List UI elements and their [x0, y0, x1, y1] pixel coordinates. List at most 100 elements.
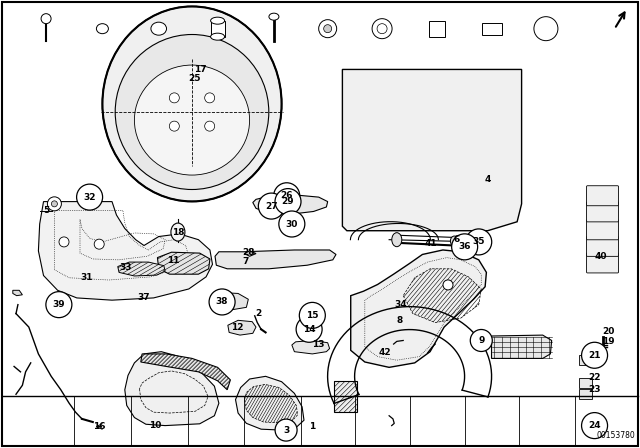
Text: 38: 38 — [216, 297, 228, 306]
Circle shape — [274, 183, 300, 209]
Polygon shape — [342, 69, 522, 231]
Text: 18: 18 — [172, 228, 184, 237]
Polygon shape — [157, 252, 210, 274]
Circle shape — [41, 14, 51, 24]
FancyBboxPatch shape — [586, 202, 618, 222]
Ellipse shape — [269, 13, 279, 20]
Ellipse shape — [171, 223, 185, 241]
Polygon shape — [492, 335, 552, 358]
Text: 19: 19 — [602, 337, 615, 346]
Circle shape — [372, 19, 392, 39]
Polygon shape — [118, 262, 165, 276]
Text: 20: 20 — [602, 327, 615, 336]
Text: 34: 34 — [394, 300, 407, 309]
Bar — [481, 23, 502, 34]
Polygon shape — [334, 381, 357, 412]
Text: 29: 29 — [282, 197, 294, 206]
Circle shape — [534, 17, 558, 41]
Circle shape — [452, 234, 477, 260]
FancyBboxPatch shape — [586, 253, 618, 273]
Circle shape — [319, 20, 337, 38]
Circle shape — [259, 193, 284, 219]
Circle shape — [443, 280, 453, 290]
Circle shape — [582, 342, 607, 368]
Text: 37: 37 — [137, 293, 150, 302]
Text: 40: 40 — [594, 252, 607, 261]
Text: 23: 23 — [588, 385, 601, 394]
Ellipse shape — [102, 6, 282, 202]
Ellipse shape — [211, 33, 225, 40]
Text: 1: 1 — [309, 422, 316, 431]
Circle shape — [205, 121, 214, 131]
Polygon shape — [244, 251, 256, 256]
Circle shape — [275, 189, 301, 215]
Circle shape — [205, 93, 214, 103]
Text: 12: 12 — [230, 323, 243, 332]
Circle shape — [51, 201, 58, 207]
Ellipse shape — [451, 236, 458, 246]
Ellipse shape — [392, 233, 402, 247]
Polygon shape — [38, 202, 212, 300]
Ellipse shape — [115, 34, 269, 190]
Ellipse shape — [151, 22, 166, 35]
Circle shape — [275, 419, 297, 441]
Text: 30: 30 — [285, 220, 298, 228]
Text: 14: 14 — [303, 325, 316, 334]
Polygon shape — [253, 195, 328, 214]
Polygon shape — [13, 290, 22, 296]
Text: 4: 4 — [484, 175, 491, 184]
Text: 9: 9 — [478, 336, 484, 345]
Bar — [211, 21, 225, 37]
Text: 22: 22 — [588, 373, 601, 382]
FancyBboxPatch shape — [586, 237, 618, 256]
Circle shape — [46, 292, 72, 318]
Text: 15: 15 — [306, 311, 319, 320]
Bar — [429, 21, 445, 37]
FancyBboxPatch shape — [586, 220, 618, 240]
Circle shape — [466, 229, 492, 255]
Text: 28: 28 — [242, 248, 255, 257]
Text: 11: 11 — [166, 256, 179, 265]
Text: 26: 26 — [280, 191, 293, 200]
Text: 36: 36 — [458, 242, 471, 251]
Circle shape — [582, 413, 607, 439]
Polygon shape — [211, 293, 248, 310]
Circle shape — [300, 302, 325, 328]
Text: 39: 39 — [52, 300, 65, 309]
Circle shape — [377, 24, 387, 34]
Circle shape — [279, 211, 305, 237]
Polygon shape — [579, 378, 592, 388]
Polygon shape — [292, 340, 330, 354]
Circle shape — [324, 25, 332, 33]
Text: 21: 21 — [588, 351, 601, 360]
Circle shape — [296, 316, 322, 342]
Circle shape — [470, 329, 492, 352]
Polygon shape — [141, 354, 230, 390]
Text: 32: 32 — [83, 193, 96, 202]
Circle shape — [59, 237, 69, 247]
Polygon shape — [351, 250, 486, 367]
Polygon shape — [215, 250, 336, 269]
Text: 27: 27 — [265, 202, 278, 211]
Text: 00153780: 00153780 — [596, 431, 635, 440]
FancyBboxPatch shape — [586, 186, 618, 206]
Text: 16: 16 — [93, 422, 106, 431]
Text: 17: 17 — [194, 65, 207, 74]
Text: 7: 7 — [243, 257, 249, 266]
Polygon shape — [236, 376, 304, 430]
Text: 33: 33 — [119, 263, 132, 271]
Ellipse shape — [134, 65, 250, 175]
Polygon shape — [228, 320, 256, 335]
Text: 13: 13 — [312, 340, 324, 349]
Polygon shape — [125, 352, 219, 426]
Circle shape — [170, 93, 179, 103]
Bar — [2, 398, 638, 446]
Text: 10: 10 — [148, 421, 161, 430]
Text: 5: 5 — [43, 206, 49, 215]
Text: 3: 3 — [283, 426, 289, 435]
Circle shape — [170, 121, 179, 131]
Circle shape — [209, 289, 235, 315]
Circle shape — [77, 184, 102, 210]
Text: 6: 6 — [454, 235, 460, 244]
Text: 31: 31 — [80, 273, 93, 282]
